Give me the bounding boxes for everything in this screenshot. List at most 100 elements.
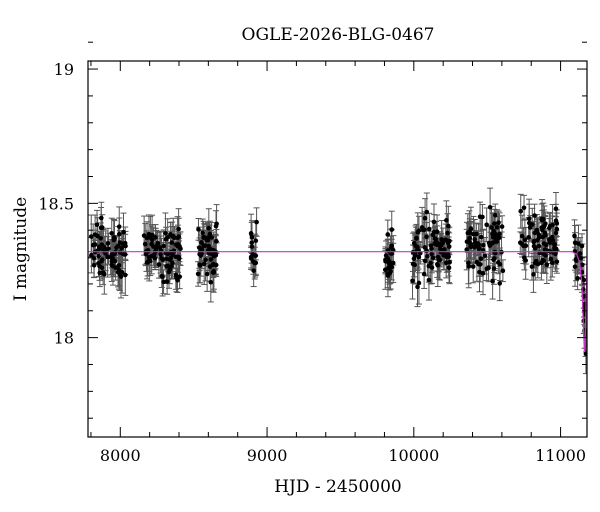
data-point: [477, 269, 482, 275]
data-point: [573, 258, 579, 263]
data-point: [102, 272, 107, 277]
data-point: [494, 225, 500, 230]
data-point: [484, 222, 489, 228]
data-point: [420, 227, 426, 233]
data-point: [466, 260, 471, 266]
data-point: [540, 216, 546, 222]
data-point: [208, 257, 214, 262]
data-point: [207, 250, 212, 255]
data-point: [250, 252, 256, 257]
data-point: [572, 233, 577, 239]
data-point: [487, 204, 493, 210]
data-point: [382, 267, 388, 273]
data-point: [539, 225, 545, 230]
data-point: [490, 278, 495, 284]
data-point: [99, 265, 105, 271]
data-point: [100, 225, 105, 230]
data-point: [410, 250, 416, 255]
data-point: [96, 253, 101, 259]
data-point: [120, 241, 125, 246]
data-point: [249, 244, 255, 249]
model-curve: [88, 251, 587, 352]
data-point: [495, 233, 501, 238]
data-point: [389, 251, 394, 256]
data-point: [118, 274, 124, 279]
data-point: [545, 248, 550, 254]
data-point: [201, 243, 206, 249]
data-point: [439, 237, 444, 242]
data-point: [575, 275, 580, 281]
data-point: [96, 244, 102, 250]
data-point: [385, 271, 390, 276]
data-point: [146, 231, 152, 237]
data-point: [445, 238, 451, 244]
data-point: [523, 258, 528, 263]
data-point: [147, 258, 152, 263]
x-tick-label: 8000: [100, 446, 141, 465]
data-point: [175, 241, 181, 247]
data-point: [478, 234, 484, 240]
data-point: [115, 269, 121, 275]
data-point: [105, 241, 111, 246]
data-point: [421, 271, 427, 277]
data-point: [554, 226, 560, 232]
data-point: [119, 269, 125, 275]
data-point: [390, 260, 396, 266]
data-point: [204, 271, 210, 277]
data-point: [446, 223, 451, 229]
data-point: [89, 252, 94, 258]
data-point: [444, 218, 449, 223]
data-point: [492, 256, 497, 261]
data-point: [389, 245, 394, 250]
data-point: [426, 277, 432, 283]
data-point: [435, 240, 440, 246]
data-point: [88, 234, 94, 239]
data-point: [109, 259, 115, 264]
data-point: [117, 250, 123, 255]
data-point: [531, 243, 537, 249]
data-point: [156, 262, 162, 267]
data-point: [425, 254, 430, 259]
data-point: [389, 227, 395, 232]
data-point: [469, 244, 474, 249]
data-point: [536, 235, 542, 241]
x-axis-label: HJD - 2450000: [274, 477, 402, 497]
data-point: [92, 232, 98, 237]
data-point: [424, 234, 429, 240]
data-point: [99, 258, 104, 264]
data-point: [447, 259, 452, 265]
data-point: [414, 235, 419, 241]
data-point: [214, 239, 219, 244]
data-point: [480, 214, 485, 220]
y-axis-label: I magnitude: [11, 197, 31, 301]
chart-title: OGLE-2026-BLG-0467: [242, 25, 435, 45]
data-point: [166, 269, 172, 275]
data-point: [211, 253, 217, 259]
data-point: [465, 230, 471, 236]
data-point: [254, 219, 259, 225]
data-point: [529, 264, 535, 269]
data-point: [431, 219, 437, 225]
data-point: [497, 281, 503, 286]
data-point: [121, 229, 126, 235]
data-point: [197, 262, 202, 268]
y-tick-label: 19: [54, 60, 74, 79]
data-point: [167, 257, 173, 262]
data-point: [163, 236, 169, 242]
data-point: [472, 237, 478, 242]
data-point: [519, 241, 525, 247]
data-point: [532, 230, 538, 236]
data-point: [158, 252, 163, 257]
data-point: [105, 254, 110, 260]
data-point: [489, 225, 494, 230]
data-point: [411, 256, 417, 261]
data-point: [471, 231, 476, 237]
data-point: [424, 248, 429, 254]
data-point: [112, 251, 117, 257]
data-point: [554, 259, 560, 265]
data-point: [116, 231, 122, 237]
data-point: [99, 215, 104, 221]
data-point: [499, 224, 505, 229]
data-point: [544, 262, 550, 268]
data-point: [572, 240, 578, 246]
